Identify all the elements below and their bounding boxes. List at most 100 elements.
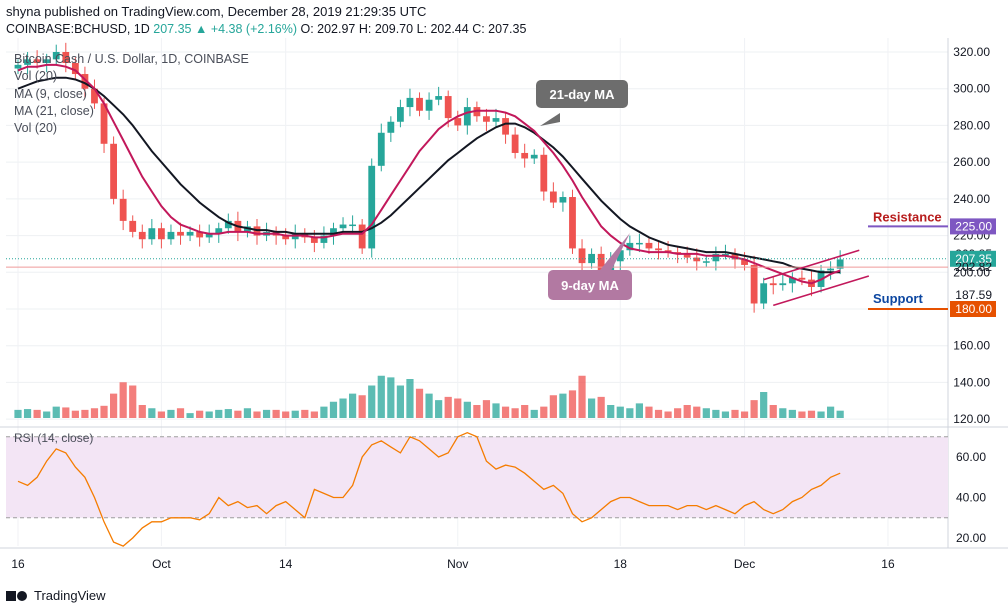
volume-bar — [186, 413, 194, 418]
volume-bar — [626, 408, 634, 418]
price-change: ▲ +4.38 (+2.16%) — [194, 22, 297, 36]
candle-body — [798, 277, 806, 280]
volume-bar — [415, 388, 424, 418]
volume-bar — [176, 408, 185, 418]
volume-bar — [482, 400, 491, 418]
volume-bar — [568, 390, 577, 418]
volume-bar — [769, 405, 777, 418]
candle-body — [167, 231, 175, 240]
candle-body — [722, 253, 729, 256]
rsi-tick-label: 40.00 — [956, 491, 986, 505]
price-label-box — [950, 301, 996, 317]
candle-body — [741, 259, 748, 265]
last-price: 207.35 — [153, 22, 192, 36]
volume-bar — [100, 405, 108, 418]
publisher-line: shyna published on TradingView.com, Dece… — [6, 4, 427, 19]
candle-body — [435, 96, 443, 100]
volume-bar — [119, 382, 127, 418]
tradingview-footer[interactable]: TradingView — [6, 588, 106, 603]
volume-bar — [473, 405, 481, 418]
candle-body — [387, 121, 395, 133]
candle-body — [100, 103, 108, 144]
candle-body — [836, 259, 844, 269]
legend-title: Bitcoin Cash / U.S. Dollar, 1D, COINBASE — [14, 52, 249, 66]
candle-body — [578, 248, 586, 264]
ma9-callout-label: 9-day MA — [561, 278, 619, 293]
volume-bar — [664, 411, 672, 418]
legend-vol: Vol (20) — [14, 69, 57, 83]
candle-body — [158, 228, 165, 240]
volume-bar — [368, 385, 376, 418]
volume-bar — [779, 408, 787, 418]
candle-body — [110, 143, 117, 199]
ma9-callout-box — [548, 270, 632, 300]
candle-body — [425, 99, 433, 111]
candle-body — [397, 107, 404, 122]
symbol-label: COINBASE:BCHUSD, 1D — [6, 22, 150, 36]
volume-bar — [721, 411, 730, 418]
legend-rsi: RSI (14, close) — [14, 431, 93, 445]
price-tick-label: 120.00 — [953, 412, 990, 426]
volume-bar — [827, 406, 835, 418]
volume-bar — [43, 411, 51, 418]
price-label-box — [950, 218, 996, 235]
volume-bar — [683, 405, 691, 418]
price-axis-label: 207.35 — [955, 252, 992, 266]
volume-bar — [435, 400, 443, 418]
volume-bar — [817, 411, 825, 418]
rsi-band — [6, 436, 948, 518]
candle-body — [349, 224, 356, 227]
volume-bar — [129, 385, 137, 418]
candle-body — [52, 52, 60, 60]
volume-bar — [616, 406, 624, 418]
time-tick-label: Oct — [152, 557, 171, 571]
volume-bar — [693, 406, 701, 418]
candle-body — [33, 59, 41, 64]
rsi-tick-label: 20.00 — [956, 531, 986, 545]
price-tick-label: 140.00 — [953, 375, 990, 389]
candle-body — [636, 242, 643, 245]
price-axis-label: 202.82 — [955, 260, 992, 274]
candle-body — [320, 235, 328, 243]
ohlc-bar: COINBASE:BCHUSD, 1D 207.35 ▲ +4.38 (+2.1… — [6, 22, 526, 36]
ma21-line — [17, 76, 841, 274]
volume-bar — [33, 409, 41, 418]
volume-bar — [282, 411, 290, 418]
volume-bar — [224, 409, 232, 418]
candle-body — [454, 118, 462, 126]
ma9-callout-pointer — [600, 233, 630, 273]
candle-body — [416, 97, 423, 111]
price-tick-label: 280.00 — [953, 118, 990, 132]
candle-body — [138, 231, 146, 240]
candle-body — [502, 118, 509, 135]
volume-bar — [463, 401, 471, 418]
candle-body — [569, 197, 576, 249]
volume-bar — [645, 406, 653, 418]
time-tick-label: Dec — [734, 557, 755, 571]
volume-bar — [52, 406, 60, 418]
candle-body — [177, 231, 184, 236]
volume-bar — [358, 395, 366, 418]
candle-body — [779, 283, 787, 286]
price-chart[interactable]: Resistance Support 21-day MA 9-day MA Bitcoi… — [0, 38, 1008, 586]
volume-bar — [588, 398, 596, 418]
candle-body — [559, 197, 567, 203]
ma21-callout-label: 21-day MA — [549, 87, 615, 102]
candle-body — [750, 264, 758, 304]
candle-body — [282, 235, 290, 240]
candle-body — [693, 257, 701, 262]
high-value: H: 209.70 — [358, 22, 414, 36]
volume-bar — [196, 410, 204, 418]
low-value: L: 202.44 — [416, 22, 469, 36]
candle-body — [463, 107, 471, 126]
ma9-line — [17, 63, 841, 285]
candle-body — [521, 152, 529, 159]
candle-body — [712, 253, 720, 262]
time-tick-label: 18 — [614, 557, 628, 571]
volume-bar — [674, 408, 682, 418]
price-axis-label: 180.00 — [955, 302, 992, 316]
volume-bar — [81, 409, 89, 418]
volume-bar — [521, 405, 529, 418]
volume-bar — [387, 377, 395, 418]
volume-bar — [798, 411, 806, 418]
